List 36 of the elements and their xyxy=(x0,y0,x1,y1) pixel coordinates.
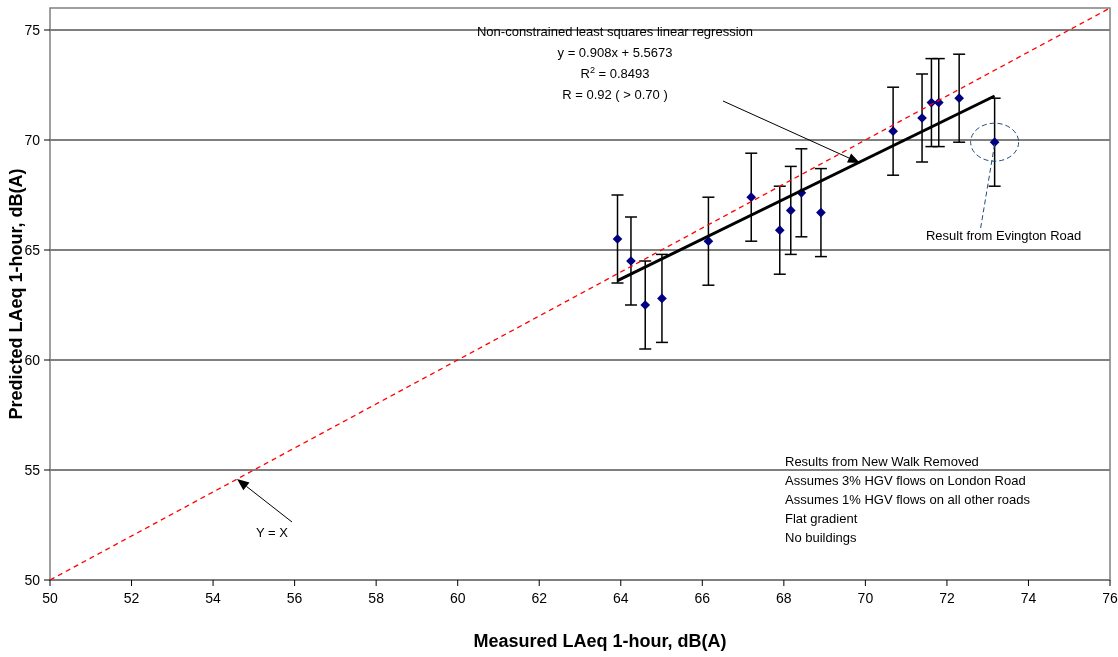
x-tick-label: 50 xyxy=(42,590,58,606)
x-tick-label: 62 xyxy=(531,590,548,606)
y-axis-title: Predicted LAeq 1-hour, dB(A) xyxy=(6,168,26,420)
point xyxy=(774,225,785,236)
y-tick-label: 55 xyxy=(24,462,41,478)
x-tick-label: 52 xyxy=(123,590,140,606)
annotation: Results from New Walk Removed Assumes 3% HGV flows on London Road Assumes 1% HGV flows on all other roads Flat gradient No buildings xyxy=(785,454,1031,545)
point xyxy=(785,205,796,216)
x-tick-label: 66 xyxy=(694,590,711,606)
annotation: Non-constrained least squares linear regression y = 0.908x + 5.5673 R$^{2}$ = 0.8493 R = 0.92 ( > 0.70 ) xyxy=(476,24,754,102)
y-tick-label: 70 xyxy=(24,132,41,148)
y-tick-label: 60 xyxy=(24,352,41,368)
y-tick-label: 75 xyxy=(24,22,41,38)
x-tick-label: 64 xyxy=(612,590,629,606)
point xyxy=(612,234,623,244)
point xyxy=(640,300,651,310)
x-tick-label: 56 xyxy=(286,590,303,606)
point xyxy=(989,137,1000,148)
point xyxy=(657,293,667,304)
x-tick-label: 70 xyxy=(857,590,874,606)
point xyxy=(816,207,826,218)
x-axis-title: Measured LAeq 1-hour, dB(A) xyxy=(473,631,727,651)
x-tick-label: 54 xyxy=(205,590,222,606)
annotation: Y = X xyxy=(256,525,289,540)
point xyxy=(746,192,757,203)
point xyxy=(954,93,964,104)
x-tick-label: 68 xyxy=(776,590,792,606)
y-tick-label: 50 xyxy=(24,572,41,588)
y-tick-label: 65 xyxy=(24,242,41,258)
annotation: Result from Evington Road xyxy=(925,228,1082,244)
x-tick-label: 74 xyxy=(1020,590,1037,606)
point xyxy=(888,126,898,137)
x-tick-label: 60 xyxy=(449,590,466,606)
x-tick-label: 72 xyxy=(939,590,955,606)
x-tick-label: 76 xyxy=(1102,590,1118,606)
x-tick-label: 58 xyxy=(368,590,385,606)
